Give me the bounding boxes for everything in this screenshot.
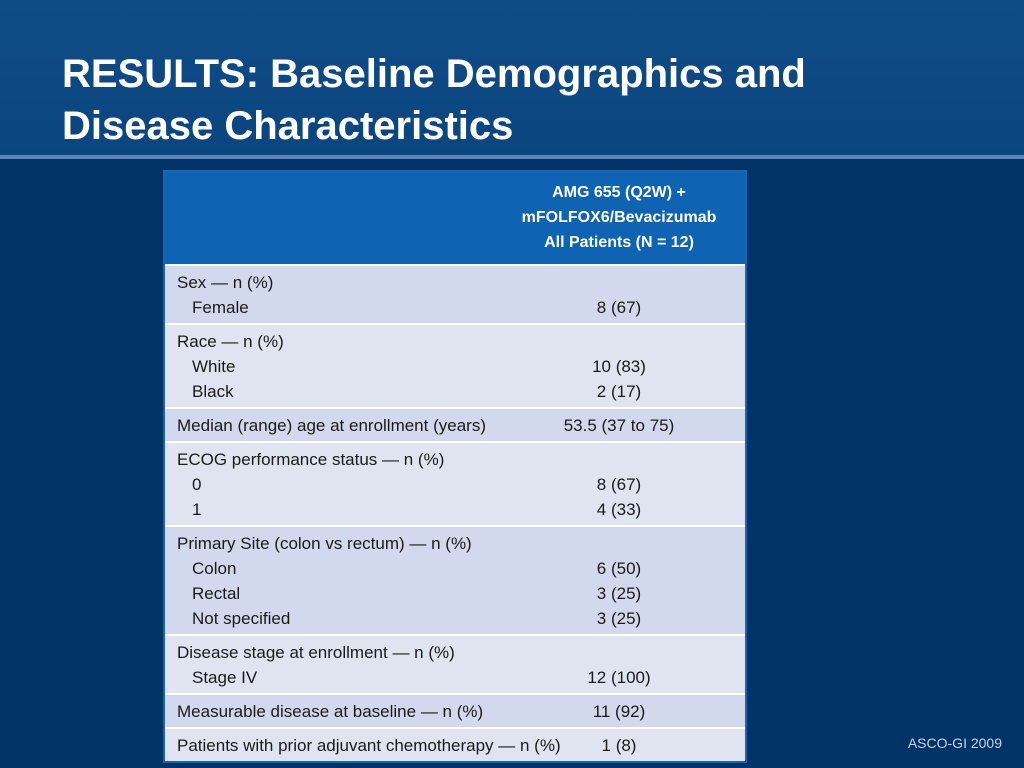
row-sublabel: White <box>192 357 236 376</box>
row-value: 11 (92) <box>592 702 646 721</box>
row-sublabel: Colon <box>192 559 237 578</box>
table-row-group: ECOG performance status — n (%) 0 8 (67) 1 4… <box>165 441 745 525</box>
row-label: Race — n (%) <box>177 332 284 351</box>
table-row-group: Median (range) age at enrollment (years)… <box>165 407 745 441</box>
row-label: Disease stage at enrollment — n (%) <box>177 643 455 662</box>
row-value: 6 (50) <box>596 559 642 578</box>
demographics-table: AMG 655 (Q2W) + mFOLFOX6/Bevacizumab All… <box>163 170 747 763</box>
table-row-group: Sex — n (%) Female 8 (67) <box>165 264 745 323</box>
title-line-1: RESULTS: Baseline Demographics and <box>62 52 806 96</box>
column-header-line: mFOLFOX6/Bevacizumab <box>521 209 717 226</box>
table-row: Median (range) age at enrollment (years)… <box>165 413 745 438</box>
column-header: AMG 655 (Q2W) + mFOLFOX6/Bevacizumab All… <box>495 180 743 255</box>
table-row: Black 2 (17) <box>165 379 745 404</box>
column-header-line: All Patients (N = 12) <box>544 234 694 251</box>
table-row: 0 8 (67) <box>165 472 745 497</box>
row-value: 3 (25) <box>596 609 642 628</box>
title-divider <box>0 155 1024 159</box>
row-value: 8 (67) <box>596 475 642 494</box>
row-value: 10 (83) <box>592 357 646 376</box>
table-row: White 10 (83) <box>165 354 745 379</box>
table-row: Stage IV 12 (100) <box>165 665 745 690</box>
row-label: Patients with prior adjuvant chemotherap… <box>177 736 561 755</box>
title-band: RESULTS: Baseline Demographics and Disea… <box>0 0 1024 155</box>
table-row: Primary Site (colon vs rectum) — n (%) <box>165 531 745 556</box>
table-row: Measurable disease at baseline — n (%) 11… <box>165 699 745 724</box>
row-value: 53.5 (37 to 75) <box>563 416 675 435</box>
row-value: 12 (100) <box>587 668 651 687</box>
row-label: ECOG performance status — n (%) <box>177 450 445 469</box>
row-label: Median (range) age at enrollment (years) <box>177 416 486 435</box>
table-row-group: Disease stage at enrollment — n (%) Stage… <box>165 634 745 693</box>
row-label: Primary Site (colon vs rectum) — n (%) <box>177 534 472 553</box>
table-row-group: Primary Site (colon vs rectum) — n (%) Co… <box>165 525 745 634</box>
row-label: Sex — n (%) <box>177 273 274 292</box>
table-row-group: Race — n (%) White 10 (83) Black 2 (17) <box>165 323 745 407</box>
row-sublabel: Not specified <box>192 609 291 628</box>
row-value: 3 (25) <box>596 584 642 603</box>
table-row: Disease stage at enrollment — n (%) <box>165 640 745 665</box>
table-row-group: Patients with prior adjuvant chemotherap… <box>165 727 745 761</box>
row-value: 8 (67) <box>596 298 642 317</box>
row-value: 4 (33) <box>596 500 642 519</box>
table-row: ECOG performance status — n (%) <box>165 447 745 472</box>
title-line-2: Disease Characteristics <box>62 104 514 148</box>
table-row: Race — n (%) <box>165 329 745 354</box>
row-sublabel: Stage IV <box>192 668 258 687</box>
footer-text: ASCO-GI 2009 <box>907 735 1002 751</box>
table-row-group: Measurable disease at baseline — n (%) 11… <box>165 693 745 727</box>
row-sublabel: 1 <box>192 500 202 519</box>
row-sublabel: 0 <box>192 475 202 494</box>
table-row: 1 4 (33) <box>165 497 745 522</box>
row-value: 1 (8) <box>601 736 637 755</box>
table-row: Sex — n (%) <box>165 270 745 295</box>
table-header: AMG 655 (Q2W) + mFOLFOX6/Bevacizumab All… <box>165 172 745 264</box>
table-row: Not specified 3 (25) <box>165 606 745 631</box>
row-sublabel: Female <box>192 298 249 317</box>
row-sublabel: Rectal <box>192 584 241 603</box>
table-row: Female 8 (67) <box>165 295 745 320</box>
table-row: Colon 6 (50) <box>165 556 745 581</box>
row-value: 2 (17) <box>596 382 642 401</box>
table-row: Patients with prior adjuvant chemotherap… <box>165 733 745 758</box>
row-sublabel: Black <box>192 382 234 401</box>
table-row: Rectal 3 (25) <box>165 581 745 606</box>
row-label: Measurable disease at baseline — n (%) <box>177 702 484 721</box>
slide-title: RESULTS: Baseline Demographics and Disea… <box>62 48 962 152</box>
column-header-line: AMG 655 (Q2W) + <box>552 184 686 201</box>
table-body: Sex — n (%) Female 8 (67) Race — n (%) White… <box>165 264 745 761</box>
